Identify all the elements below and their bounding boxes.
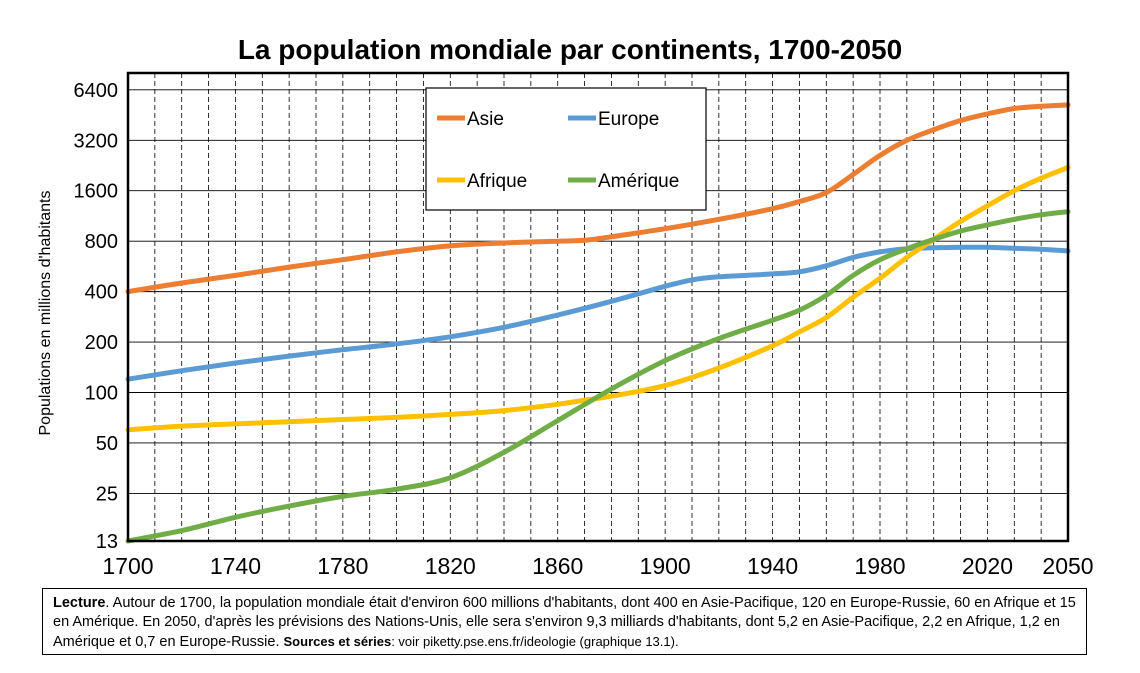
series-line-europe [125,244,1071,382]
x-tick-label: 1780 [317,553,368,579]
legend: Asie Europe Afrique Amérique [425,87,707,211]
legend-label-europe: Europe [598,109,659,130]
x-tick-label: 1820 [425,553,476,579]
caption-sources-text: : voir piketty.pse.ens.fr/ideologie (gra… [391,634,679,649]
caption-sources-label: Sources et séries [283,634,392,649]
series-line-amérique [125,209,1071,544]
x-tick-label: 2020 [962,553,1013,579]
y-tick-label: 800 [85,231,118,253]
series-line-afrique [125,165,1071,433]
y-tick-label: 400 [85,282,118,304]
x-tick-label: 1940 [747,553,798,579]
x-tick-label: 1860 [532,553,583,579]
x-tick-label: 2050 [1042,553,1093,579]
legend-box [425,87,707,211]
y-tick-label: 1600 [74,181,119,203]
caption-text: . Autour de 1700, la population mondiale… [53,595,1076,650]
plot-area-border [126,71,1070,543]
x-tick-label: 1740 [210,553,261,579]
caption-lead-label: Lecture [53,595,106,611]
reading-caption: Lecture. Autour de 1700, la population m… [42,588,1087,655]
y-tick-label: 100 [85,383,118,405]
y-tick-label: 6400 [74,80,119,102]
chart-title: La population mondiale par continents, 1… [237,34,903,65]
y-axis-ticks: 13 25 50 100 200 400 800 1600 3200 6400 [74,80,119,553]
y-tick-label: 3200 [74,130,119,152]
x-tick-label: 1980 [854,553,905,579]
legend-label-amérique: Amérique [598,171,679,192]
y-tick-label: 25 [96,483,118,505]
x-tick-label: 1900 [640,553,691,579]
y-tick-label: 13 [96,531,118,553]
x-axis-ticks: 1700 1740 1780 1820 1860 1900 1940 1980 2020 2050 [102,553,1093,579]
legend-label-afrique: Afrique [467,171,527,192]
legend-label-asie: Asie [467,109,504,130]
x-tick-label: 1700 [102,553,153,579]
y-tick-label: 200 [85,332,118,354]
y-axis-label: Populations en millions d'habitants [37,191,54,436]
y-tick-label: 50 [96,433,118,455]
series-line-asie [125,102,1071,295]
series-group [125,102,1071,544]
